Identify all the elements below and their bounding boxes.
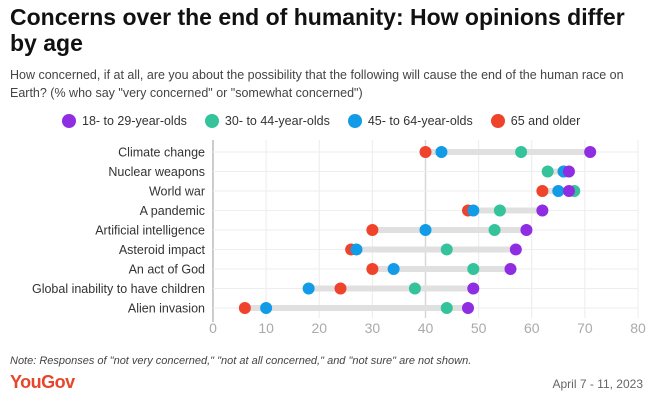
x-tick-label: 60 — [524, 320, 540, 336]
data-point — [584, 146, 597, 158]
x-tick-label: 10 — [258, 320, 274, 336]
data-point — [541, 165, 554, 178]
data-point — [562, 185, 575, 197]
data-point — [488, 224, 501, 236]
legend-swatch — [62, 114, 76, 128]
category-label: Alien invasion — [128, 302, 205, 316]
data-point — [387, 263, 400, 275]
category-label: Artificial intelligence — [95, 224, 205, 238]
data-point — [467, 204, 480, 217]
data-point — [493, 204, 506, 217]
legend: 18- to 29-year-olds 30- to 44-year-olds 45… — [62, 114, 580, 128]
data-point — [435, 146, 448, 158]
legend-label: 30- to 44-year-olds — [224, 114, 330, 128]
chart-title: Concerns over the end of humanity: How o… — [10, 4, 625, 56]
x-tick-label: 80 — [630, 320, 646, 336]
legend-label: 45- to 64-year-olds — [367, 114, 473, 128]
data-point — [334, 282, 347, 295]
data-point — [238, 302, 251, 314]
legend-item: 30- to 44-year-olds — [204, 114, 330, 128]
x-tick-label: 20 — [311, 320, 327, 336]
data-point — [462, 302, 474, 314]
category-label: Climate change — [118, 146, 205, 160]
data-point — [504, 263, 517, 275]
data-point — [520, 224, 533, 236]
data-point — [419, 146, 432, 158]
chart-subtitle: How concerned, if at all, are you about … — [10, 68, 624, 100]
data-point — [515, 146, 528, 158]
legend-item: 18- to 29-year-olds — [62, 114, 187, 128]
data-point — [440, 302, 453, 314]
legend-swatch — [204, 114, 219, 128]
x-tick-label: 70 — [577, 320, 593, 336]
data-point — [260, 302, 273, 314]
legend-label: 65 and older — [510, 114, 581, 128]
legend-label: 18- to 29-year-olds — [82, 114, 187, 128]
legend-swatch — [490, 114, 505, 128]
x-tick-label: 50 — [471, 320, 487, 336]
data-point — [562, 165, 575, 178]
data-point — [509, 243, 522, 256]
legend-item: 45- to 64-year-olds — [347, 114, 473, 128]
category-label: A pandemic — [140, 204, 205, 218]
category-label: An act of God — [129, 263, 205, 277]
data-point — [536, 204, 549, 217]
data-point — [536, 185, 549, 197]
data-point — [419, 224, 432, 236]
data-point — [440, 243, 453, 256]
data-point — [408, 282, 421, 295]
category-label: Asteroid impact — [119, 243, 206, 257]
data-point — [467, 263, 480, 275]
data-point — [350, 243, 363, 256]
yougov-logo: YouGov — [10, 372, 75, 392]
legend-swatch — [347, 114, 362, 128]
data-point — [552, 185, 565, 197]
footnote: Note: Responses of "not very concerned,"… — [10, 355, 472, 367]
x-tick-label: 30 — [365, 320, 381, 336]
data-point — [366, 263, 379, 275]
data-point — [302, 282, 315, 295]
legend-item: 65 and older — [490, 114, 581, 128]
x-tick-label: 0 — [209, 320, 217, 336]
data-point — [467, 282, 480, 295]
category-label: Nuclear weapons — [108, 165, 205, 179]
category-label: Global inability to have children — [32, 282, 205, 296]
data-point — [366, 224, 379, 236]
category-label: World war — [149, 185, 205, 199]
x-tick-label: 40 — [418, 320, 434, 336]
survey-date: April 7 - 11, 2023 — [552, 377, 644, 391]
